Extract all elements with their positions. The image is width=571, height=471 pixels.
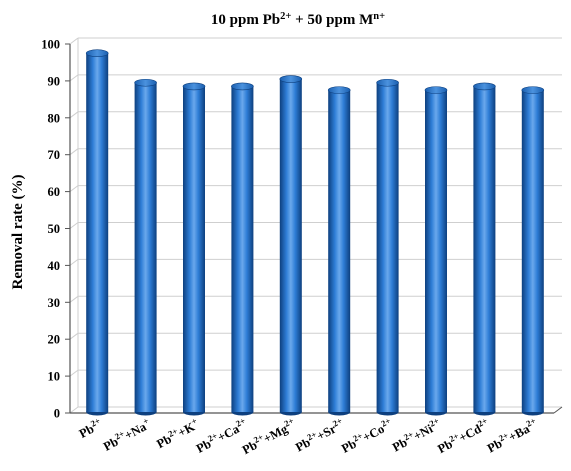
bar	[85, 49, 109, 416]
bar-top	[134, 78, 157, 87]
floor-edge	[553, 406, 563, 414]
bar-body	[279, 79, 302, 413]
gridline-depth	[69, 111, 79, 119]
x-tick-label: Pb2+	[76, 416, 105, 441]
chart-title: 10 ppm Pb2+ + 50 ppm Mn+	[211, 11, 385, 29]
bar-body	[183, 86, 205, 412]
bar	[327, 86, 351, 416]
bar	[473, 82, 496, 416]
y-axis-label: Removal rate (%)	[10, 175, 26, 290]
bar-top	[85, 49, 109, 58]
bar-body	[86, 53, 109, 412]
y-tick-labels: 0 10 20 30 40 50 60 70 80 90 100	[41, 38, 60, 421]
x-tick-labels: Pb2+Pb2++Na+Pb2++K+Pb2++Ca2+Pb2++Mg2+Pb2…	[76, 416, 540, 458]
gridline-depth	[69, 222, 79, 229]
bar-top	[424, 86, 448, 94]
gridline-depth	[69, 258, 79, 266]
bar	[182, 82, 206, 416]
gridline-depth	[69, 369, 79, 377]
gridline-depth	[69, 37, 79, 45]
y-tick-label: 80	[48, 111, 61, 125]
x-tick-label: Pb2++Sr2+	[292, 416, 346, 455]
gridline-depth	[69, 74, 79, 82]
x-tick-label: Pb2++Ca2+	[193, 416, 250, 456]
bar-body	[521, 90, 544, 412]
gridline-depth	[69, 295, 79, 303]
y-tick-label: 10	[48, 370, 61, 384]
gridline-depth	[69, 148, 79, 156]
bar-top	[182, 82, 206, 91]
bar-top	[231, 82, 254, 91]
bar-body	[328, 90, 351, 412]
y-tick-label: 60	[48, 185, 61, 199]
bar	[134, 78, 157, 416]
bar-top	[279, 75, 303, 83]
gridline-depth	[69, 406, 79, 414]
bar	[231, 82, 254, 416]
y-tick-label: 40	[48, 259, 61, 273]
x-tick-label: Pb2++Cd2+	[434, 416, 491, 457]
bar-top	[521, 86, 545, 94]
gridline-depth	[69, 332, 79, 340]
bar-body	[231, 86, 254, 412]
x-tick-label: Pb2++Ni2+	[389, 416, 443, 455]
bar	[376, 78, 399, 416]
bar-top	[473, 82, 496, 91]
bar-top	[376, 78, 399, 87]
y-tick-label: 100	[41, 38, 60, 52]
x-tick-label: Pb2++Co2+	[338, 416, 395, 456]
bar-top	[327, 86, 351, 94]
y-tick-label: 50	[48, 222, 61, 236]
x-tick-label: Pb2++K+	[153, 416, 201, 452]
x-tick-label: Pb2++Na+	[100, 416, 153, 454]
bar-body	[425, 90, 447, 412]
bar-body	[473, 86, 496, 412]
bar	[521, 86, 545, 416]
y-tick-label: 70	[48, 148, 61, 162]
bar-body	[376, 82, 399, 413]
gridline-depth	[69, 185, 79, 193]
y-tick-label: 0	[54, 407, 60, 421]
bars	[85, 49, 545, 416]
x-tick-label: Pb2++Ba2+	[484, 416, 540, 456]
bar	[279, 75, 303, 416]
y-tick-label: 90	[48, 74, 61, 88]
y-tick-label: 20	[48, 333, 61, 347]
bar-body	[134, 82, 157, 413]
bar	[424, 86, 448, 416]
x-tick-label: Pb2++Mg2+	[239, 416, 298, 458]
y-tick-label: 30	[48, 296, 61, 310]
